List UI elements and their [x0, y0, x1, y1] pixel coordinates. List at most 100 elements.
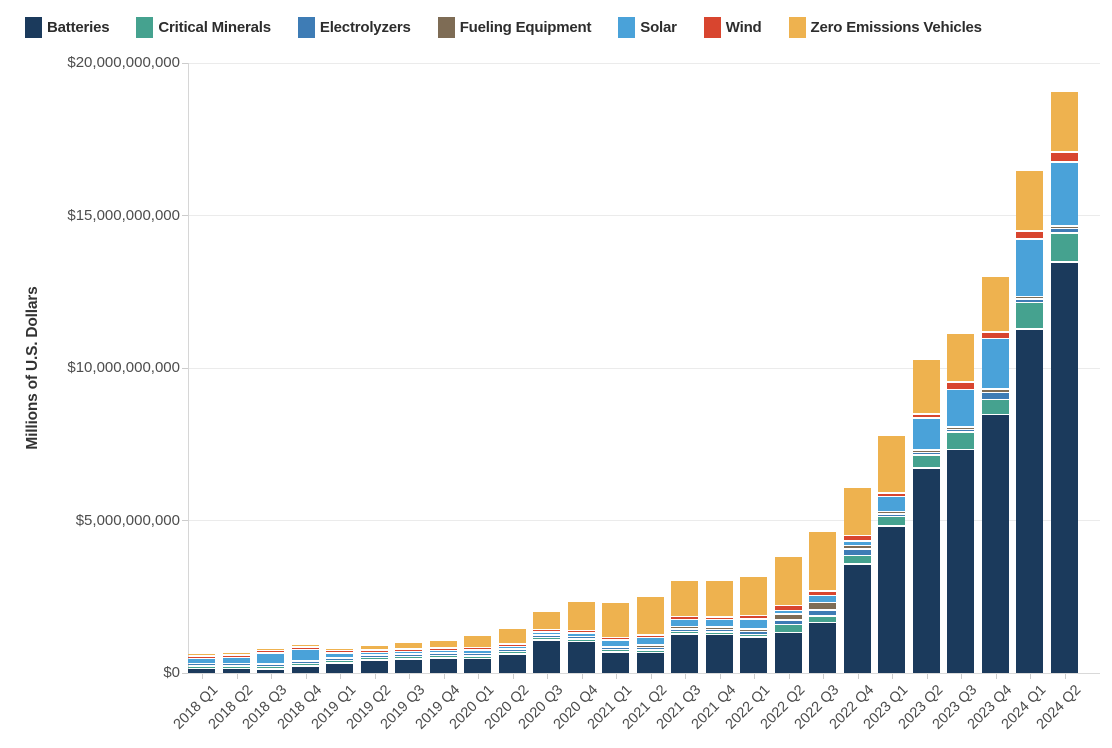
bar-segment-wind — [223, 655, 250, 657]
legend-label: Critical Minerals — [158, 18, 271, 36]
bar-2023-q1 — [878, 435, 905, 673]
x-tick-mark — [443, 674, 445, 679]
bar-segment-critical-minerals — [775, 625, 802, 632]
bar-segment-electrolyzers — [188, 664, 215, 666]
bar-2022-q3 — [809, 531, 836, 673]
bar-2018-q2 — [223, 653, 250, 673]
legend-item-solar[interactable]: Solar — [618, 16, 677, 38]
gridline-5b — [189, 520, 1100, 521]
x-tick-mark — [788, 674, 790, 679]
legend-swatch-batteries — [25, 16, 42, 38]
x-tick-mark — [719, 674, 721, 679]
legend: Batteries Critical Minerals Electrolyzers F… — [25, 14, 982, 40]
bar-segment-critical-minerals — [602, 650, 629, 652]
bar-segment-zero-emissions-vehicles — [740, 576, 767, 615]
bar-2023-q3 — [947, 333, 974, 673]
bar-segment-solar — [947, 390, 974, 427]
bar-segment-wind — [326, 651, 353, 653]
bar-segment-solar — [775, 611, 802, 614]
x-tick-mark — [1029, 674, 1031, 679]
bar-segment-solar — [706, 620, 733, 627]
bar-segment-batteries — [533, 640, 560, 673]
bar-segment-critical-minerals — [464, 656, 491, 658]
bar-segment-solar — [430, 651, 457, 653]
legend-swatch-critical-minerals — [136, 16, 154, 38]
bar-segment-solar — [844, 541, 871, 545]
bar-segment-electrolyzers — [533, 635, 560, 637]
bar-segment-batteries — [499, 654, 526, 673]
x-tick-mark — [857, 674, 859, 679]
bar-2020-q1 — [464, 635, 491, 673]
legend-item-critical-minerals[interactable]: Critical Minerals — [136, 16, 271, 38]
bar-segment-zero-emissions-vehicles — [257, 648, 284, 650]
bar-segment-wind — [775, 606, 802, 610]
bar-segment-batteries — [602, 652, 629, 673]
bar-segment-fueling-equipment — [809, 603, 836, 610]
bar-2018-q4 — [292, 645, 319, 673]
bar-2019-q4 — [430, 641, 457, 673]
bar-segment-zero-emissions-vehicles — [188, 654, 215, 656]
bar-segment-critical-minerals — [913, 455, 940, 468]
bar-segment-batteries — [671, 634, 698, 673]
y-tick-mark — [182, 367, 188, 369]
bar-segment-solar — [188, 659, 215, 663]
bar-2019-q3 — [395, 642, 422, 673]
bar-segment-batteries — [361, 660, 388, 673]
y-tick-mark — [182, 672, 188, 674]
bar-segment-electrolyzers — [602, 647, 629, 649]
legend-item-zero-emissions-vehicles[interactable]: Zero Emissions Vehicles — [788, 16, 982, 38]
y-axis-spine — [188, 63, 189, 673]
bar-segment-fueling-equipment — [637, 645, 664, 647]
bar-segment-wind — [1016, 231, 1043, 239]
bar-segment-solar — [1016, 239, 1043, 296]
bar-segment-electrolyzers — [361, 655, 388, 657]
x-tick-mark — [891, 674, 893, 679]
bar-segment-batteries — [430, 658, 457, 673]
bar-2021-q1 — [602, 603, 629, 673]
bar-segment-fueling-equipment — [740, 629, 767, 631]
bar-segment-zero-emissions-vehicles — [982, 276, 1009, 332]
bar-segment-critical-minerals — [430, 656, 457, 658]
bar-2023-q4 — [982, 276, 1009, 673]
bar-2022-q4 — [844, 487, 871, 673]
bar-segment-fueling-equipment — [775, 614, 802, 620]
bar-segment-wind — [706, 617, 733, 619]
bar-segment-zero-emissions-vehicles — [775, 557, 802, 605]
legend-item-fueling-equipment[interactable]: Fueling Equipment — [437, 16, 591, 38]
legend-item-batteries[interactable]: Batteries — [25, 16, 110, 38]
bar-segment-fueling-equipment — [671, 627, 698, 629]
y-tick-label: $15,000,000,000 — [67, 206, 180, 224]
bar-segment-wind — [257, 651, 284, 653]
bar-segment-wind — [1051, 152, 1078, 162]
bar-segment-wind — [878, 493, 905, 496]
y-tick-mark — [182, 215, 188, 216]
x-tick-mark — [926, 674, 928, 679]
bar-segment-critical-minerals — [947, 432, 974, 449]
bar-segment-batteries — [1016, 329, 1043, 673]
y-tick-mark — [182, 520, 188, 521]
bar-segment-critical-minerals — [671, 632, 698, 634]
bar-segment-electrolyzers — [740, 632, 767, 634]
x-tick-mark — [270, 674, 272, 679]
bar-2020-q4 — [568, 602, 595, 673]
bar-segment-batteries — [257, 669, 284, 673]
bar-segment-electrolyzers — [1051, 229, 1078, 233]
y-tick-label: $0 — [163, 664, 180, 681]
legend-item-wind[interactable]: Wind — [703, 16, 762, 38]
bar-segment-wind — [395, 649, 422, 651]
bar-segment-critical-minerals — [257, 667, 284, 669]
bar-segment-electrolyzers — [982, 393, 1009, 399]
bar-segment-zero-emissions-vehicles — [913, 359, 940, 414]
bar-segment-wind — [637, 635, 664, 637]
bar-segment-zero-emissions-vehicles — [602, 603, 629, 637]
bar-segment-batteries — [326, 663, 353, 673]
bar-segment-zero-emissions-vehicles — [223, 653, 250, 655]
bar-segment-wind — [740, 616, 767, 619]
x-tick-mark — [546, 674, 548, 679]
bar-segment-critical-minerals — [533, 638, 560, 640]
legend-label: Wind — [725, 18, 762, 36]
bar-segment-critical-minerals — [809, 616, 836, 622]
legend-item-electrolyzers[interactable]: Electrolyzers — [297, 16, 411, 38]
gridline-15b — [189, 215, 1100, 216]
